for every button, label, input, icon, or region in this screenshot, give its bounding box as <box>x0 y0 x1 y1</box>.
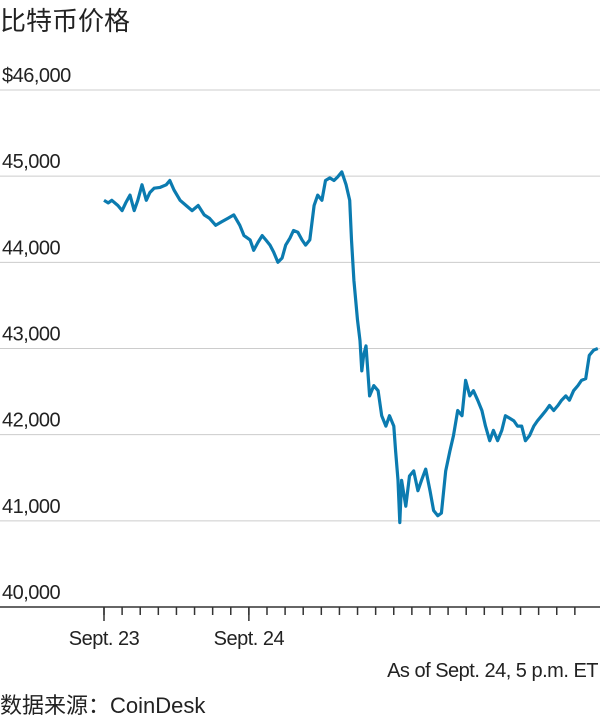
y-tick-label: 41,000 <box>2 496 61 518</box>
y-tick-label: 43,000 <box>2 324 61 346</box>
x-tick-label: Sept. 23 <box>69 628 140 650</box>
y-tick-label: 45,000 <box>2 151 61 173</box>
y-tick-label: 42,000 <box>2 410 61 432</box>
chart-title: 比特币价格 <box>0 6 130 36</box>
note: As of Sept. 24, 5 p.m. ET <box>387 660 598 682</box>
y-tick-label: $46,000 <box>2 65 71 87</box>
source: 数据来源：CoinDesk <box>0 693 206 718</box>
y-tick-label: 40,000 <box>2 582 61 604</box>
x-tick-label: Sept. 24 <box>214 628 285 650</box>
y-tick-label: 44,000 <box>2 237 61 259</box>
price-line <box>103 170 599 525</box>
